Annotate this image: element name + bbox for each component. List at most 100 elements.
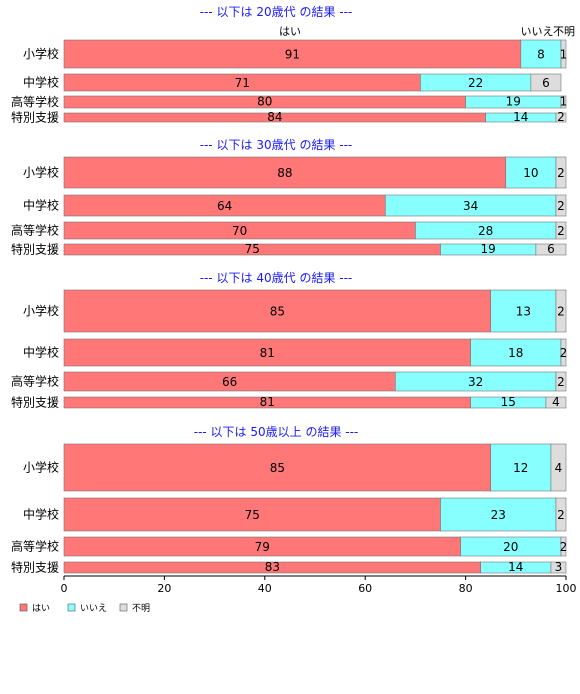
segment-value-label: 6 (547, 242, 555, 256)
bar-segment-unknown (555, 194, 567, 217)
x-tick-label: 20 (157, 582, 171, 595)
category-label: 特別支援 (11, 560, 59, 575)
segment-value-label: 70 (232, 224, 247, 238)
segment-value-label: 3 (555, 560, 563, 574)
header-label-no: いいえ (521, 25, 554, 38)
legend-label: いいえ (80, 603, 107, 614)
category-label: 高等学校 (11, 539, 59, 554)
segment-value-label: 2 (557, 166, 565, 180)
segment-value-label: 88 (277, 166, 292, 180)
bar-row: 特別支援 84 14 2 (11, 110, 567, 125)
bar-segment-yes (63, 497, 441, 532)
segment-value-label: 13 (516, 304, 531, 318)
bar-segment-unknown (550, 443, 567, 492)
segment-value-label: 64 (217, 199, 232, 213)
segment-value-label: 12 (513, 461, 528, 475)
bar-segment-unknown (560, 338, 567, 367)
segment-value-label: 1 (560, 47, 568, 61)
segment-value-label: 85 (270, 461, 285, 475)
bar-segment-yes (63, 39, 522, 69)
category-label: 小学校 (23, 460, 59, 475)
bar-row: 特別支援 81 15 4 (11, 395, 567, 410)
segment-value-label: 79 (255, 540, 270, 554)
age-group-1: --- 以下は 30歳代 の結果 --- 小学校 88 10 2 中学校 64 34 2 高等学校… (11, 138, 567, 257)
segment-value-label: 2 (557, 110, 565, 124)
bar-row: 高等学校 70 28 2 (11, 221, 567, 240)
bar-segment-unknown (550, 561, 567, 574)
legend-item-no: いいえ (67, 603, 107, 614)
bar-segment-no (490, 443, 552, 492)
category-label: 特別支援 (11, 242, 59, 257)
x-tick-label: 100 (556, 582, 577, 595)
bar-segment-unknown (555, 497, 567, 532)
category-label: 高等学校 (11, 223, 59, 238)
bar-row: 中学校 64 34 2 (23, 194, 567, 217)
segment-value-label: 32 (468, 375, 483, 389)
bar-segment-yes (63, 443, 492, 492)
bar-segment-unknown (560, 536, 567, 557)
legend-swatch (67, 603, 76, 612)
segment-value-label: 4 (552, 395, 560, 409)
segment-value-label: 75 (245, 508, 260, 522)
bar-segment-unknown (555, 371, 567, 392)
segment-value-label: 19 (481, 242, 496, 256)
bar-segment-unknown (560, 39, 567, 69)
bar-row: 特別支援 83 14 3 (11, 560, 567, 575)
legend-swatch (19, 603, 28, 612)
segment-value-label: 14 (513, 110, 528, 124)
bar-segment-no (470, 338, 562, 367)
bar-segment-no (440, 497, 557, 532)
bar-segment-yes (63, 289, 492, 333)
bar-segment-no (490, 289, 557, 333)
category-label: 中学校 (23, 345, 59, 360)
bar-segment-unknown (555, 156, 567, 189)
segment-value-label: 34 (463, 199, 478, 213)
bar-segment-unknown (560, 95, 567, 109)
bar-row: 特別支援 75 19 6 (11, 242, 567, 257)
legend-label: はい (32, 603, 50, 614)
segment-value-label: 2 (560, 540, 568, 554)
bar-segment-unknown (555, 112, 567, 123)
segment-value-label: 85 (270, 304, 285, 318)
category-label: 高等学校 (11, 374, 59, 389)
segment-value-label: 66 (222, 375, 237, 389)
bar-segment-unknown (530, 73, 562, 92)
category-label: 中学校 (23, 198, 59, 213)
x-tick-label: 60 (358, 582, 372, 595)
group-title: --- 以下は 20歳代 の結果 --- (200, 5, 353, 19)
category-label: 特別支援 (11, 110, 59, 125)
legend: はい いいえ 不明 (19, 603, 150, 614)
segment-value-label: 15 (501, 395, 516, 409)
segment-value-label: 23 (491, 508, 506, 522)
category-label: 中学校 (23, 507, 59, 522)
bar-row: 中学校 71 22 6 (23, 73, 562, 92)
segment-value-label: 6 (542, 76, 550, 90)
category-label: 小学校 (23, 165, 59, 180)
group-title: --- 以下は 40歳代 の結果 --- (200, 271, 353, 285)
category-label: 中学校 (23, 75, 59, 90)
legend-swatch (119, 603, 128, 612)
bar-segment-unknown (555, 221, 567, 240)
segment-value-label: 14 (508, 560, 523, 574)
segment-value-label: 20 (503, 540, 518, 554)
segment-value-label: 81 (260, 395, 275, 409)
segment-value-label: 19 (506, 95, 521, 109)
bar-segment-unknown (555, 289, 567, 333)
segment-value-label: 2 (560, 346, 568, 360)
bar-segment-yes (63, 338, 471, 367)
segment-value-label: 2 (557, 199, 565, 213)
bar-row: 高等学校 66 32 2 (11, 371, 567, 392)
bar-row: 小学校 88 10 2 (23, 156, 567, 189)
segment-value-label: 10 (523, 166, 538, 180)
x-axis: 0 20 40 60 80 100 (61, 575, 577, 595)
segment-value-label: 18 (508, 346, 523, 360)
legend-item-yes: はい (19, 603, 50, 614)
group-title: --- 以下は 30歳代 の結果 --- (200, 138, 353, 152)
category-label: 小学校 (23, 46, 59, 61)
bar-segment-no (505, 156, 557, 189)
bar-segment-yes (63, 156, 507, 189)
bar-row: 小学校 91 8 1 (23, 39, 568, 69)
category-label: 高等学校 (11, 94, 59, 109)
